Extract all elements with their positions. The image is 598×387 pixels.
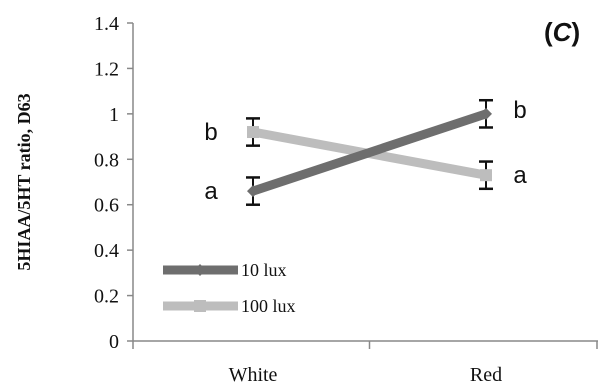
y-tick-label: 0.2 <box>94 286 119 308</box>
significance-label: b <box>513 97 526 124</box>
series-line <box>251 109 488 196</box>
legend-marker-square <box>194 300 206 312</box>
legend-item: 10 lux <box>163 260 287 280</box>
legend-marker-diamond <box>194 264 206 276</box>
significance-label: b <box>204 119 217 146</box>
x-tick-label: Red <box>470 364 502 386</box>
y-axis-ticks: 0 0.2 0.4 0.6 0.8 1 1.2 1.4 White Red <box>94 13 598 386</box>
panel-label-close: ) <box>571 17 580 47</box>
data-point-diamond <box>247 185 259 198</box>
significance-label: a <box>204 178 218 205</box>
axes <box>132 23 598 342</box>
legend-item: 100 lux <box>163 296 296 316</box>
y-tick-label: 1.4 <box>94 13 119 35</box>
y-axis-label: 5HIAA/5HT ratio, D63 <box>14 93 34 270</box>
y-tick-label: 0.4 <box>94 240 119 262</box>
data-point-square <box>480 169 492 182</box>
legend-label: 100 lux <box>241 296 296 316</box>
panel-label-letter: C <box>553 17 573 47</box>
significance-label: a <box>513 162 527 189</box>
data-point-square <box>247 126 259 139</box>
y-tick-label: 0.6 <box>94 195 119 217</box>
y-tick-label: 1 <box>109 104 119 126</box>
y-tick-label: 0 <box>109 331 119 353</box>
series-10-lux: ab <box>204 97 527 206</box>
legend: 10 lux 100 lux <box>163 260 296 316</box>
legend-label: 10 lux <box>241 260 287 280</box>
panel-label: (C) <box>544 17 580 47</box>
data-point-diamond <box>480 107 492 120</box>
x-tick-label: White <box>229 364 278 386</box>
y-tick-label: 0.8 <box>94 149 119 171</box>
panel-label-open: ( <box>544 17 553 47</box>
y-tick-label: 1.2 <box>94 58 119 80</box>
